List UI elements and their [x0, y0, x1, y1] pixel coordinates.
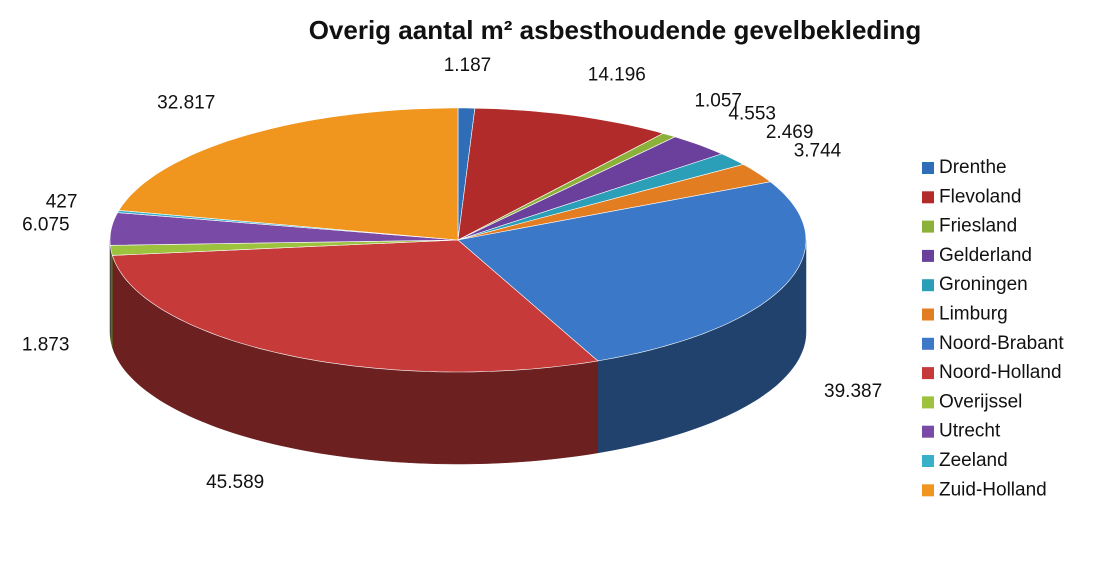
legend-label: Flevoland	[939, 186, 1021, 207]
legend-swatch	[922, 367, 934, 379]
legend-swatch	[922, 279, 934, 291]
data-label: 1.187	[444, 55, 492, 76]
data-label: 427	[46, 191, 78, 212]
legend-label: Overijssel	[939, 391, 1022, 412]
legend-swatch	[922, 162, 934, 174]
legend-label: Zuid-Holland	[939, 479, 1047, 500]
legend-label: Noord-Holland	[939, 362, 1062, 383]
legend-swatch	[922, 455, 934, 467]
legend-label: Drenthe	[939, 157, 1007, 178]
chart-title: Overig aantal m² asbesthoudende gevelbek…	[309, 15, 922, 45]
data-label: 3.744	[794, 140, 842, 161]
legend-label: Limburg	[939, 304, 1008, 325]
legend-label: Gelderland	[939, 245, 1032, 266]
legend-swatch	[922, 250, 934, 262]
data-label: 14.196	[588, 65, 646, 86]
legend-swatch	[922, 426, 934, 438]
legend-swatch	[922, 191, 934, 203]
legend-swatch	[922, 221, 934, 233]
pie-side	[110, 245, 112, 347]
legend-swatch	[922, 338, 934, 350]
legend-label: Noord-Brabant	[939, 333, 1064, 354]
data-label: 32.817	[157, 93, 215, 114]
pie-tops	[110, 108, 806, 372]
legend-swatch	[922, 484, 934, 496]
data-label: 39.387	[824, 381, 882, 402]
legend-swatch	[922, 396, 934, 408]
legend-label: Zeeland	[939, 450, 1008, 471]
data-label: 6.075	[22, 214, 70, 235]
legend-label: Groningen	[939, 274, 1028, 295]
legend-swatch	[922, 309, 934, 321]
legend-label: Utrecht	[939, 421, 1001, 442]
legend-label: Friesland	[939, 216, 1017, 237]
data-label: 45.589	[206, 472, 264, 493]
legend: Drenthe Flevoland Friesland Gelderland Groni…	[922, 157, 1064, 500]
data-label: 1.873	[22, 335, 70, 356]
